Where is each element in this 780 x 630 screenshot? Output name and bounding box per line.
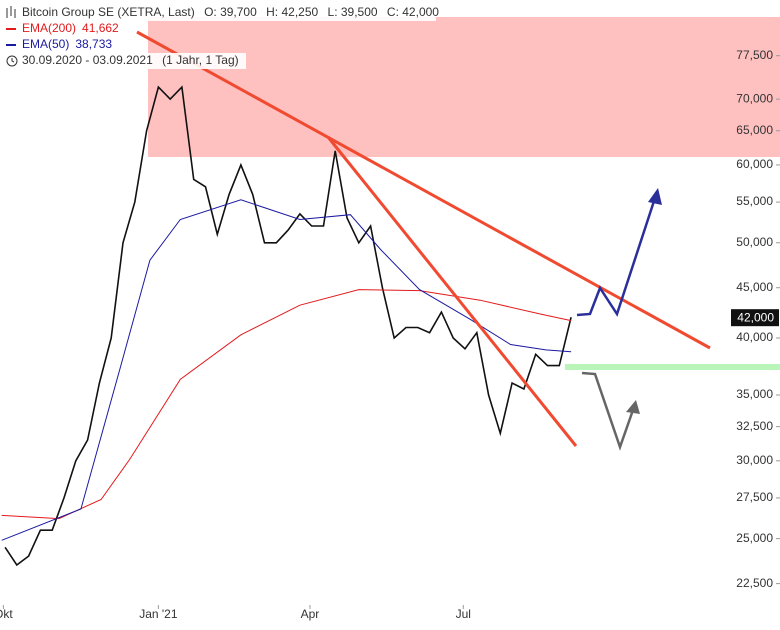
- legend-value: 41,662: [82, 21, 119, 35]
- legend-label: EMA(200): [22, 21, 76, 35]
- x-tick-label: Jul: [456, 607, 471, 621]
- y-tick-label: 32,500: [736, 419, 773, 433]
- price-line: [1, 289, 572, 520]
- chart-icon: [6, 6, 16, 18]
- date-range-text: 30.09.2020 - 03.09.2021: [22, 53, 153, 67]
- y-tick-label: 70,000: [736, 91, 773, 105]
- last-price-label: 42,000: [737, 310, 774, 324]
- quote: O: 39,700: [204, 5, 257, 19]
- plot-area: 22,500 25,000 27,500 30,000 32,500 35,000 40,0…: [0, 48, 780, 621]
- last-price-box: [731, 309, 779, 327]
- y-tick-label: 35,000: [736, 387, 773, 401]
- legend-value: 38,733: [75, 37, 112, 51]
- trend-line: [326, 136, 578, 447]
- header-line: Bitcoin Group SE (XETRA, Last) O: 39,700…: [22, 5, 439, 19]
- y-tick-label: 50,000: [736, 235, 773, 249]
- arrow-head: [648, 188, 662, 205]
- x-tick-label: Apr: [301, 607, 320, 621]
- annotations: [136, 30, 780, 451]
- y-tick-label: 55,000: [736, 194, 773, 208]
- y-tick-label: 65,000: [736, 123, 773, 137]
- x-tick-label: Jan '21: [139, 607, 178, 621]
- chart-title: Bitcoin Group SE (XETRA, Last): [22, 5, 195, 19]
- scenario-arrow: [581, 371, 635, 451]
- date-range: 30.09.2020 - 03.09.2021 (1 Jahr, 1 Tag): [22, 53, 239, 67]
- y-tick-label: 27,500: [736, 490, 773, 504]
- resistance-zone: [148, 17, 780, 157]
- y-tick-label: 77,500: [736, 48, 773, 62]
- price-line: [1, 199, 572, 541]
- support-line: [565, 364, 780, 370]
- header-bg: [0, 5, 436, 21]
- quote: H: 42,250: [266, 5, 318, 19]
- y-tick-label: 25,000: [736, 531, 773, 545]
- price-line: [4, 85, 572, 567]
- header-bg: [0, 37, 118, 53]
- arrow-head: [626, 400, 640, 414]
- header-bg: [0, 53, 246, 69]
- header-bg: [0, 21, 124, 37]
- clock-icon: [6, 55, 18, 67]
- y-tick-label: 22,500: [736, 576, 773, 590]
- scenario-arrow: [576, 197, 657, 317]
- trend-line: [136, 30, 711, 350]
- y-tick-label: 40,000: [736, 330, 773, 344]
- y-tick-label: 60,000: [736, 157, 773, 171]
- y-tick-label: 30,000: [736, 453, 773, 467]
- legend: EMA(200) 41,662 EMA(50) 38,733: [6, 21, 119, 51]
- quote: L: 39,500: [328, 5, 378, 19]
- y-tick-label: 45,000: [736, 280, 773, 294]
- legend-label: EMA(50): [22, 37, 69, 51]
- clock-hand: [11, 58, 15, 63]
- quote: C: 42,000: [387, 5, 439, 19]
- header: Bitcoin Group SE (XETRA, Last) O: 39,700…: [0, 5, 439, 69]
- x-tick-label: Okt: [0, 607, 13, 621]
- period: (1 Jahr, 1 Tag): [162, 53, 239, 67]
